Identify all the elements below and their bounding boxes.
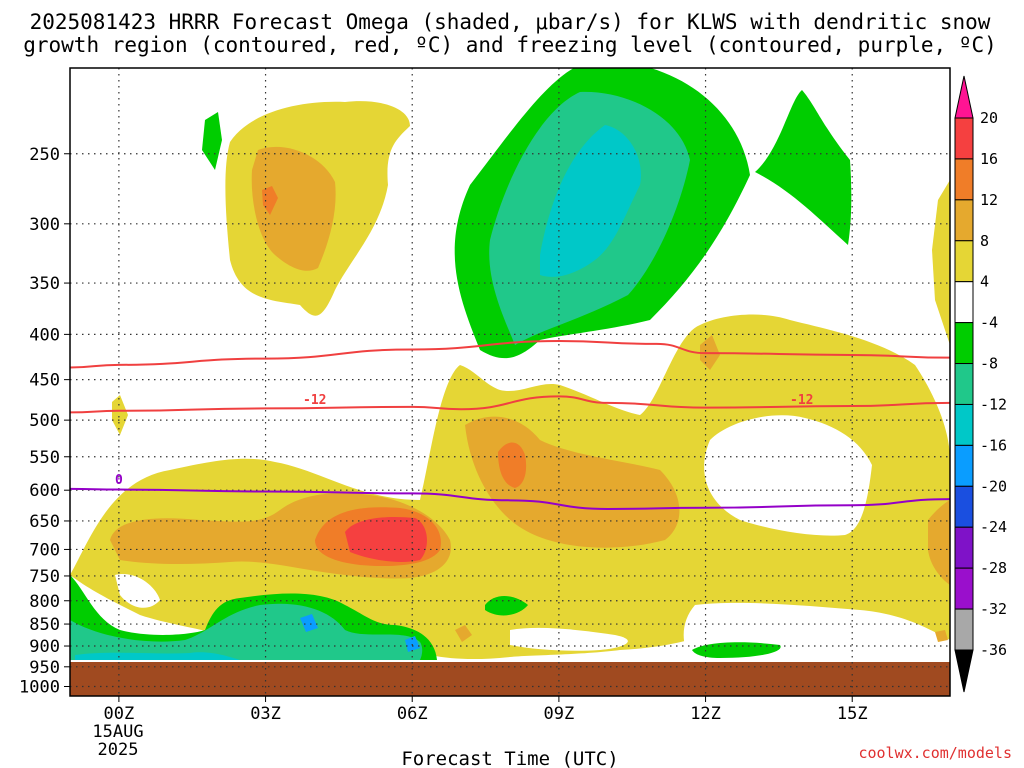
x-tick-label: 00Z [104, 704, 135, 724]
date-year-label: 2025 [98, 740, 139, 760]
colorbar-label: -32 [980, 600, 1007, 618]
y-tick-label: 550 [29, 448, 60, 468]
colorbar-label: 8 [980, 232, 989, 250]
omega-region-12-16-middle-right [498, 442, 527, 488]
colorbar-swatch [954, 567, 974, 610]
y-tick-label: 250 [29, 145, 60, 165]
colorbar-label: 12 [980, 191, 998, 209]
plot-area [70, 68, 950, 696]
colorbar-label: 20 [980, 109, 998, 127]
omega-hole-lower-center [510, 627, 628, 651]
colorbar-max-arrow [954, 75, 974, 119]
x-tick-label: 12Z [690, 704, 721, 724]
omega-region-8-12-tiny-lower [455, 625, 472, 642]
x-axis-label: Forecast Time (UTC) [401, 748, 618, 768]
x-tick-label: 15Z [837, 704, 868, 724]
dgz-contour-label-left: -12 [303, 393, 326, 408]
colorbar-label: -20 [980, 477, 1007, 495]
omega-hole-small-left [115, 574, 160, 608]
omega-region-8-12-upper-left [251, 146, 336, 271]
freezing-contour-label: 0 [115, 473, 123, 488]
plot-frame [69, 67, 951, 697]
y-tick-label: 700 [29, 540, 60, 560]
date-day-label: 15AUG [92, 722, 143, 742]
colorbar-swatch [954, 526, 974, 569]
x-tick-label: 09Z [544, 704, 575, 724]
y-tick-label: 650 [29, 512, 60, 532]
grid-lines [70, 68, 950, 696]
x-axis-ticks: 00Z 03Z 06Z 09Z 12Z 15Z [104, 696, 868, 724]
colorbar-swatch [954, 117, 974, 160]
x-tick-label: 03Z [250, 704, 281, 724]
omega-region-neg-small-green-b [692, 642, 781, 658]
colorbar-swatch [954, 158, 974, 201]
y-tick-label: 350 [29, 274, 60, 294]
y-tick-label: 500 [29, 411, 60, 431]
colorbar-min-arrow [954, 649, 974, 693]
y-tick-label: 950 [29, 658, 60, 678]
omega-region-neg-12-16-center [540, 125, 641, 277]
y-tick-label: 900 [29, 637, 60, 657]
colorbar-swatch [954, 403, 974, 446]
omega-region-neg-12-16-lower [75, 652, 240, 660]
y-tick-label: 850 [29, 615, 60, 635]
y-axis-ticks: 2503003504004505005506006507007508008509… [19, 145, 70, 698]
ground-below-surface [70, 662, 950, 696]
contour-lines [70, 340, 950, 510]
y-tick-label: 600 [29, 481, 60, 501]
credit-text: coolwx.com/models [858, 744, 1012, 762]
omega-region-8-12-right-edge [928, 500, 950, 585]
omega-region-neg-4-8-upper-right [755, 90, 852, 245]
y-tick-label: 750 [29, 567, 60, 587]
x-tick-label: 06Z [397, 704, 428, 724]
colorbar-swatch [954, 281, 974, 324]
colorbar-swatch [954, 322, 974, 365]
omega-region-8-12-tiny-right [935, 630, 948, 642]
colorbar-label: -24 [980, 518, 1007, 536]
omega-region-neg-small-green-a [485, 595, 528, 616]
y-tick-label: 300 [29, 215, 60, 235]
contour-line--12 [70, 340, 950, 369]
colorbar-label: -8 [980, 355, 998, 373]
y-tick-label: 800 [29, 592, 60, 612]
colorbar-label: 4 [980, 273, 989, 291]
chart-title-line2: growth region (contoured, red, ºC) and f… [23, 33, 997, 57]
colorbar-swatch [954, 485, 974, 528]
omega-region-4-8-right-edge [932, 180, 950, 345]
y-tick-label: 400 [29, 325, 60, 345]
y-tick-label: 450 [29, 371, 60, 391]
omega-region-neg-16-20-spot-a [300, 614, 318, 632]
chart-title-line1: 2025081423 HRRR Forecast Omega (shaded, … [30, 10, 991, 34]
colorbar: 20 16 12 8 4 -4 -8 -12 -16 -20 -24 -28 -32 -36 [954, 75, 1007, 693]
omega-region-12-16-upper-left [262, 186, 278, 215]
colorbar-label: -4 [980, 314, 998, 332]
colorbar-label: 16 [980, 150, 998, 168]
omega-region-16-20-middle [345, 516, 427, 563]
colorbar-label: -28 [980, 559, 1007, 577]
colorbar-swatch [954, 444, 974, 487]
dgz-contour-label-right: -12 [790, 393, 813, 408]
colorbar-label: -16 [980, 436, 1007, 454]
y-tick-label: 1000 [19, 678, 60, 698]
colorbar-label: -36 [980, 641, 1007, 659]
colorbar-swatch [954, 240, 974, 283]
colorbar-label: -12 [980, 395, 1007, 413]
colorbar-swatch [954, 199, 974, 242]
contour-line--12 [70, 395, 950, 414]
omega-region-neg-small-left [202, 112, 222, 170]
colorbar-swatch [954, 608, 974, 651]
omega-region-neg-small-left-mid [112, 395, 128, 435]
colorbar-swatch [954, 363, 974, 405]
contour-line-0 [70, 487, 950, 510]
